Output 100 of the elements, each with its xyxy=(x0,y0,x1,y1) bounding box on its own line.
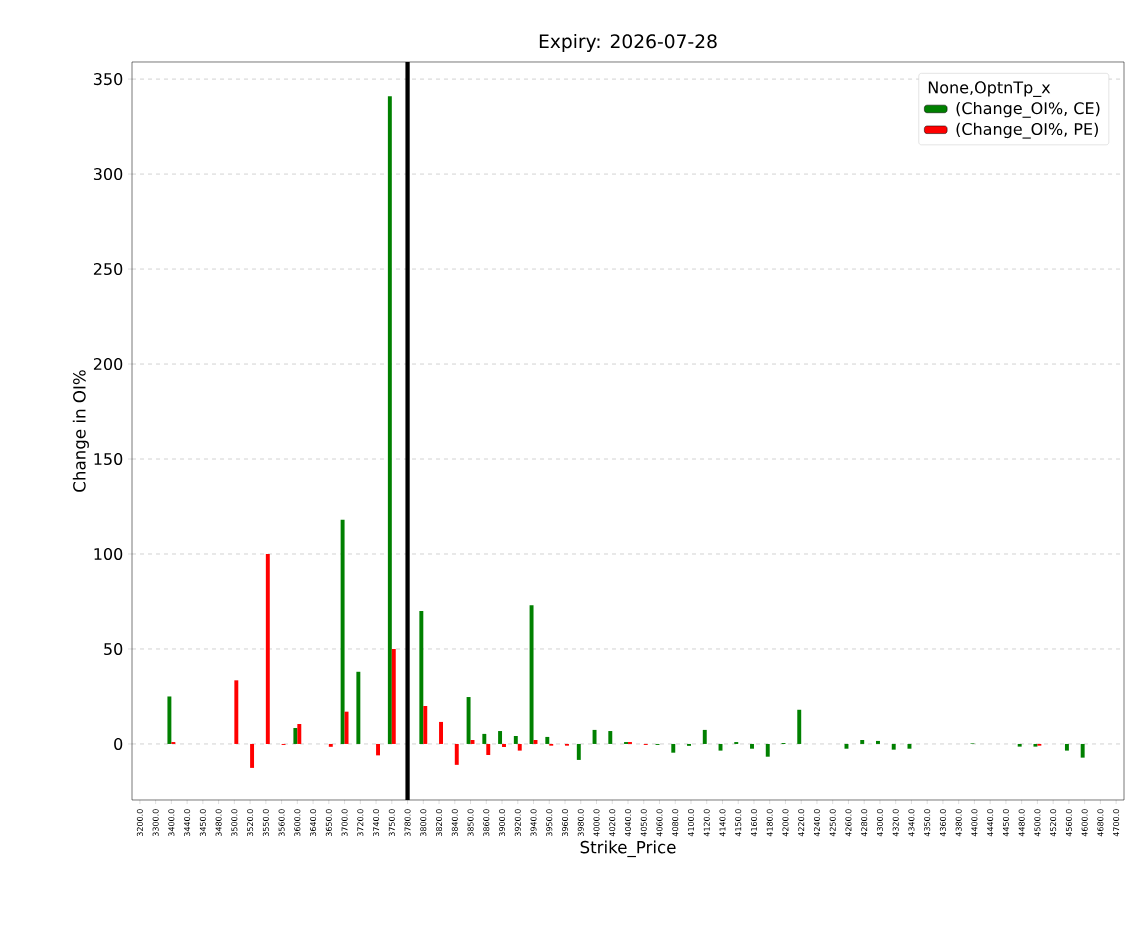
bar xyxy=(265,554,270,744)
x-tick-label: 4160.0 xyxy=(750,809,757,837)
bar xyxy=(1033,743,1038,747)
legend-label: (Change_OI%, PE) xyxy=(956,122,1098,139)
y-tick-label: 150 xyxy=(94,452,123,466)
x-tick-label: 3900.0 xyxy=(499,809,506,837)
x-tick-label: 4440.0 xyxy=(987,809,994,837)
x-tick-label: 4680.0 xyxy=(1097,809,1104,837)
x-tick-label: 3640.0 xyxy=(310,809,317,837)
x-tick-label: 3700.0 xyxy=(341,809,348,837)
bar xyxy=(486,743,491,755)
x-tick-label: 4350.0 xyxy=(924,809,931,837)
x-tick-label: 4140.0 xyxy=(719,809,726,837)
x-tick-label: 3200.0 xyxy=(136,809,143,837)
x-tick-label: 4080.0 xyxy=(672,809,679,837)
x-tick-label: 4260.0 xyxy=(845,809,852,837)
bar xyxy=(502,743,506,747)
x-tick-label: 4100.0 xyxy=(687,809,695,837)
y-tick-label: 0 xyxy=(114,737,123,751)
bar xyxy=(1017,743,1022,747)
bar xyxy=(891,743,896,750)
x-tick-label: 4150.0 xyxy=(735,809,742,837)
bar xyxy=(250,743,255,768)
x-tick-label: 3780.0 xyxy=(404,809,411,837)
x-tick-label: 3850.0 xyxy=(467,809,474,837)
bar xyxy=(702,729,707,744)
chart-title: Expiry: 2026-07-28 xyxy=(539,33,717,52)
x-tick-label: 3450.0 xyxy=(199,809,206,837)
x-tick-label: 4560.0 xyxy=(1065,809,1072,837)
x-tick-label: 3960.0 xyxy=(561,809,569,837)
bar xyxy=(529,605,534,744)
bar xyxy=(167,696,172,744)
x-tick-label: 4060.0 xyxy=(656,809,663,837)
x-tick-label: 3600.0 xyxy=(294,809,301,837)
x-tick-label: 4400.0 xyxy=(971,809,978,837)
bar xyxy=(387,96,392,744)
x-tick-label: 4450.0 xyxy=(1002,809,1009,837)
x-tick-label: 4200.0 xyxy=(782,809,789,837)
x-tick-label: 4020.0 xyxy=(609,809,616,837)
y-tick-label: 200 xyxy=(93,357,123,371)
bar xyxy=(439,721,443,744)
bar xyxy=(671,743,676,753)
x-tick-label: 3560.0 xyxy=(278,809,285,837)
bar xyxy=(344,711,349,744)
y-tick-label: 350 xyxy=(93,73,123,86)
bar xyxy=(328,743,333,747)
bar xyxy=(454,743,459,765)
x-tick-label: 3300.0 xyxy=(152,809,159,837)
x-tick-label: 4320.0 xyxy=(892,809,899,837)
x-tick-label: 4240.0 xyxy=(813,809,820,837)
bar xyxy=(1064,743,1069,751)
x-tick-label: 4220.0 xyxy=(798,809,805,837)
bar xyxy=(482,733,487,744)
y-axis-title: Change in OI% xyxy=(72,370,89,492)
x-tick-label: 4300.0 xyxy=(876,809,883,837)
x-tick-label: 3980.0 xyxy=(577,809,584,837)
bar xyxy=(419,610,424,744)
bar xyxy=(513,735,518,744)
x-tick-label: 4250.0 xyxy=(829,809,836,837)
x-tick-label: 3950.0 xyxy=(546,809,553,837)
bar xyxy=(466,697,471,744)
x-tick-label: 3750.0 xyxy=(388,809,395,837)
x-tick-label: 4480.0 xyxy=(1018,809,1025,837)
x-tick-label: 4120.0 xyxy=(703,809,710,837)
y-tick-label: 250 xyxy=(93,263,123,276)
x-axis-title: Strike_Price xyxy=(580,840,676,858)
legend-label: (Change_OI%, CE) xyxy=(956,101,1100,118)
y-tick-label: 100 xyxy=(94,547,123,561)
legend-title: None,OptnTp_x xyxy=(928,81,1051,97)
x-tick-label: 3440.0 xyxy=(184,809,191,837)
x-tick-label: 4700.0 xyxy=(1113,809,1120,837)
x-tick-label: 3800.0 xyxy=(420,809,427,837)
x-tick-label: 4380.0 xyxy=(955,809,962,837)
y-tick-label: 300 xyxy=(93,168,123,181)
bar xyxy=(860,739,865,744)
x-tick-label: 4520.0 xyxy=(1050,809,1057,837)
x-tick-label: 3860.0 xyxy=(483,809,490,837)
bar xyxy=(293,728,298,744)
bar xyxy=(765,743,770,757)
bar xyxy=(376,743,381,756)
bar xyxy=(545,736,550,744)
x-tick-label: 3820.0 xyxy=(436,809,443,837)
bar xyxy=(391,648,396,744)
x-tick-label: 3550.0 xyxy=(262,809,269,837)
bar xyxy=(423,705,428,744)
x-tick-label: 3720.0 xyxy=(357,809,364,837)
bar xyxy=(750,743,754,749)
x-tick-label: 4000.0 xyxy=(593,809,600,837)
x-tick-label: 3740.0 xyxy=(373,809,380,837)
bar xyxy=(592,729,597,744)
x-tick-label: 3940.0 xyxy=(530,809,537,837)
x-tick-label: 4360.0 xyxy=(939,809,946,837)
bar xyxy=(340,519,345,744)
bar xyxy=(608,731,613,744)
bar xyxy=(907,743,912,749)
bar xyxy=(576,743,581,760)
bar xyxy=(297,724,302,744)
x-tick-label: 3400.0 xyxy=(168,809,175,837)
x-tick-label: 3840.0 xyxy=(451,809,458,837)
x-tick-label: 3480.0 xyxy=(215,809,222,837)
